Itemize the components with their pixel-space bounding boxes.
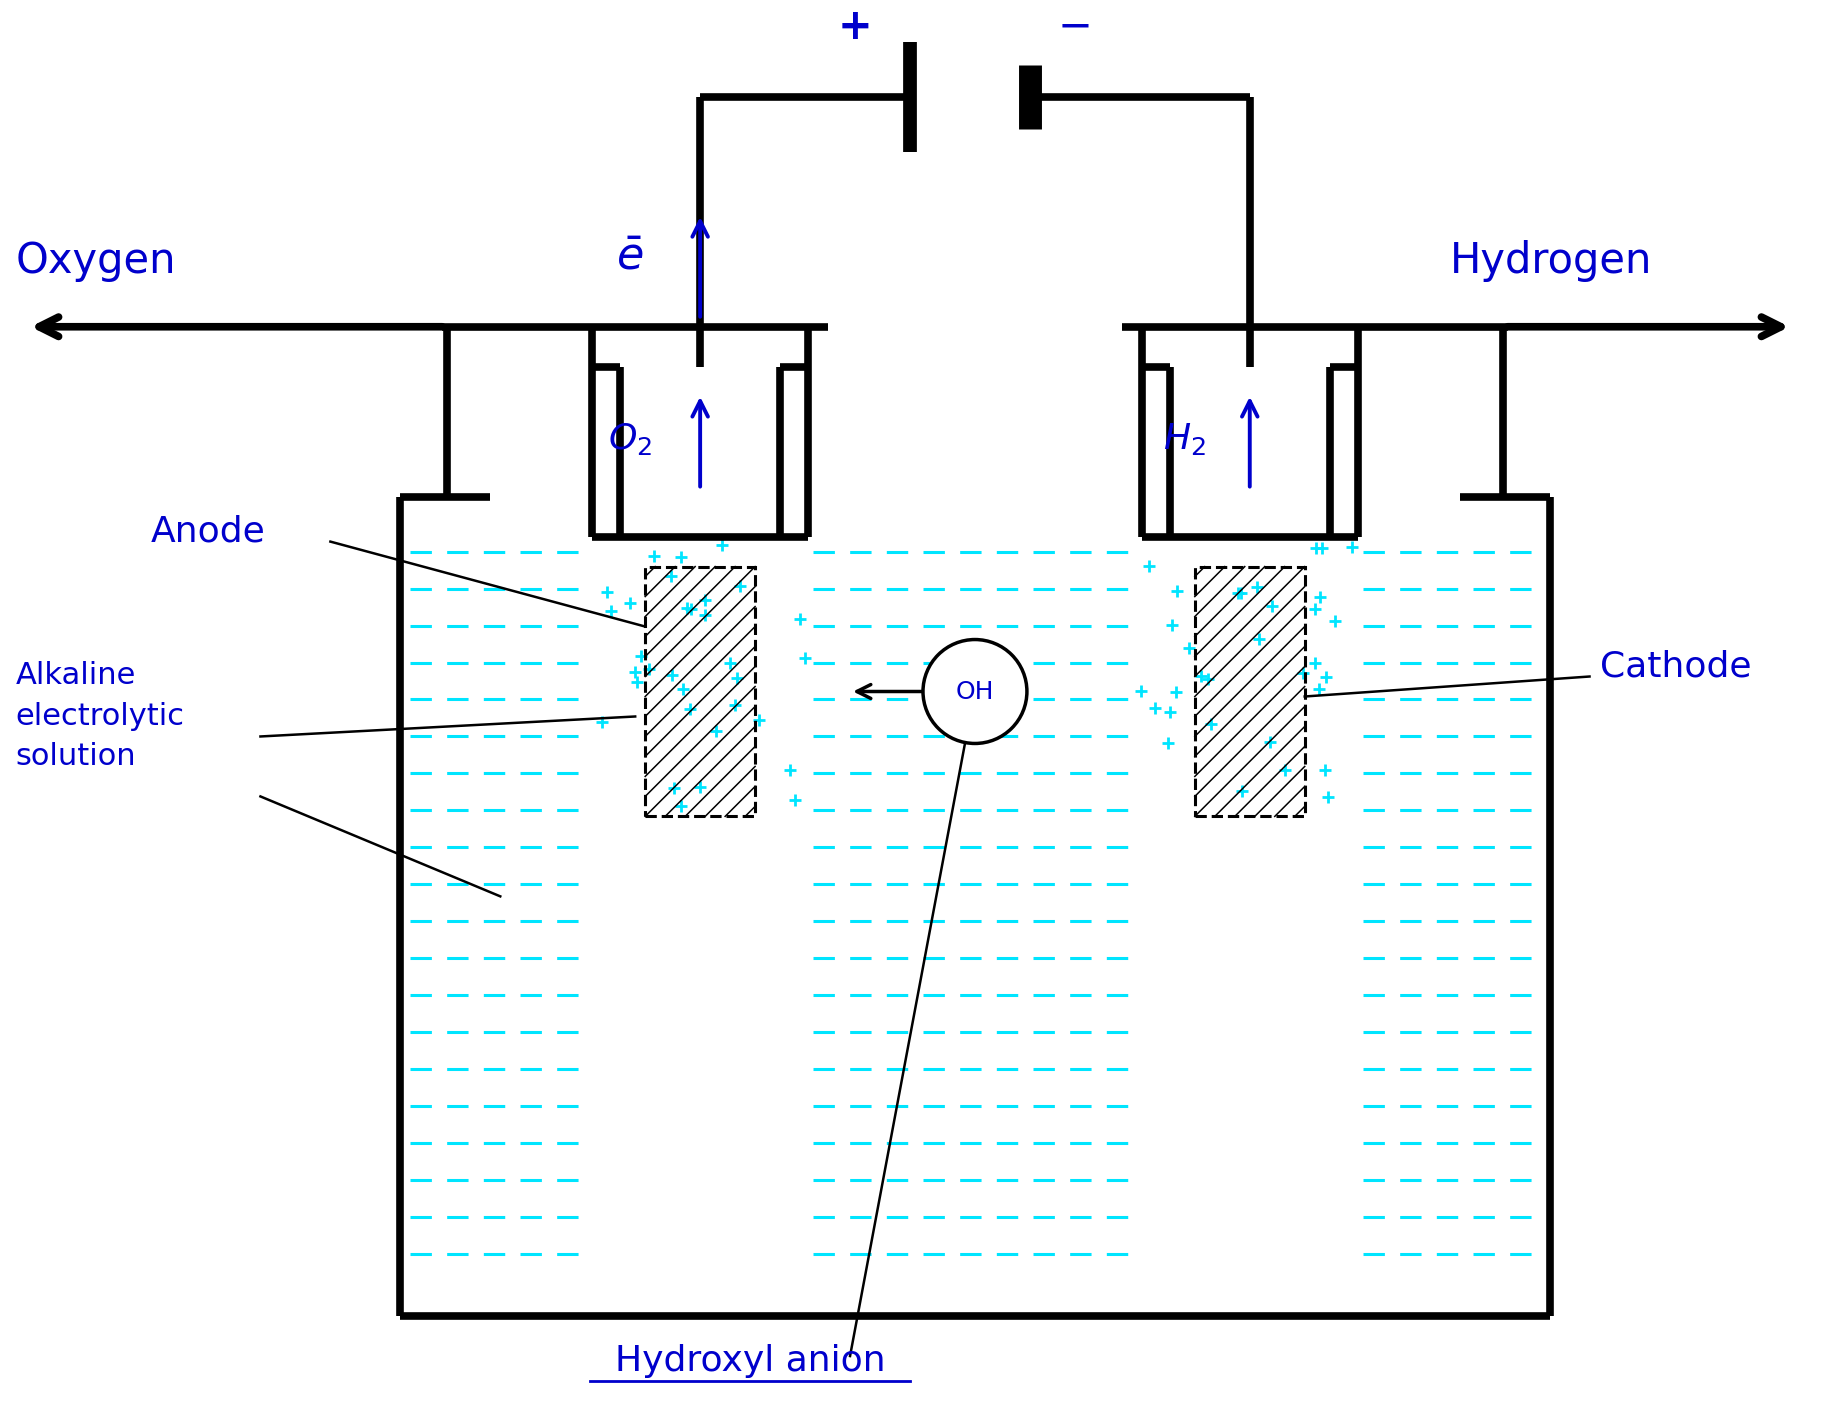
Circle shape	[923, 640, 1027, 743]
Text: Cathode: Cathode	[1599, 650, 1752, 684]
Bar	[645, 566, 756, 817]
Text: $O_2$: $O_2$	[608, 421, 652, 457]
Text: Alkaline
electrolytic
solution: Alkaline electrolytic solution	[16, 661, 184, 772]
Text: Hydrogen: Hydrogen	[1450, 239, 1652, 282]
Text: $\bar{e}$: $\bar{e}$	[617, 235, 645, 279]
Text: $H_2$: $H_2$	[1164, 421, 1206, 457]
Text: Hydroxyl anion: Hydroxyl anion	[615, 1344, 885, 1378]
Text: −: −	[1058, 6, 1093, 48]
Text: +: +	[838, 6, 872, 48]
Bar	[1195, 566, 1304, 817]
Text: Oxygen: Oxygen	[16, 239, 177, 282]
Text: Anode: Anode	[151, 514, 266, 548]
Text: OH: OH	[956, 680, 994, 704]
